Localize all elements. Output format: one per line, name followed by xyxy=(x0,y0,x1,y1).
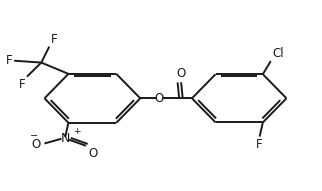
Text: F: F xyxy=(51,33,58,46)
Text: F: F xyxy=(6,54,13,67)
Text: O: O xyxy=(31,138,40,151)
Text: F: F xyxy=(19,78,25,91)
Text: Cl: Cl xyxy=(272,47,284,60)
Text: −: − xyxy=(30,131,38,141)
Text: F: F xyxy=(256,138,263,151)
Text: +: + xyxy=(73,127,81,136)
Text: N: N xyxy=(61,132,70,145)
Text: O: O xyxy=(176,67,186,80)
Text: O: O xyxy=(154,92,163,105)
Text: O: O xyxy=(89,147,98,160)
